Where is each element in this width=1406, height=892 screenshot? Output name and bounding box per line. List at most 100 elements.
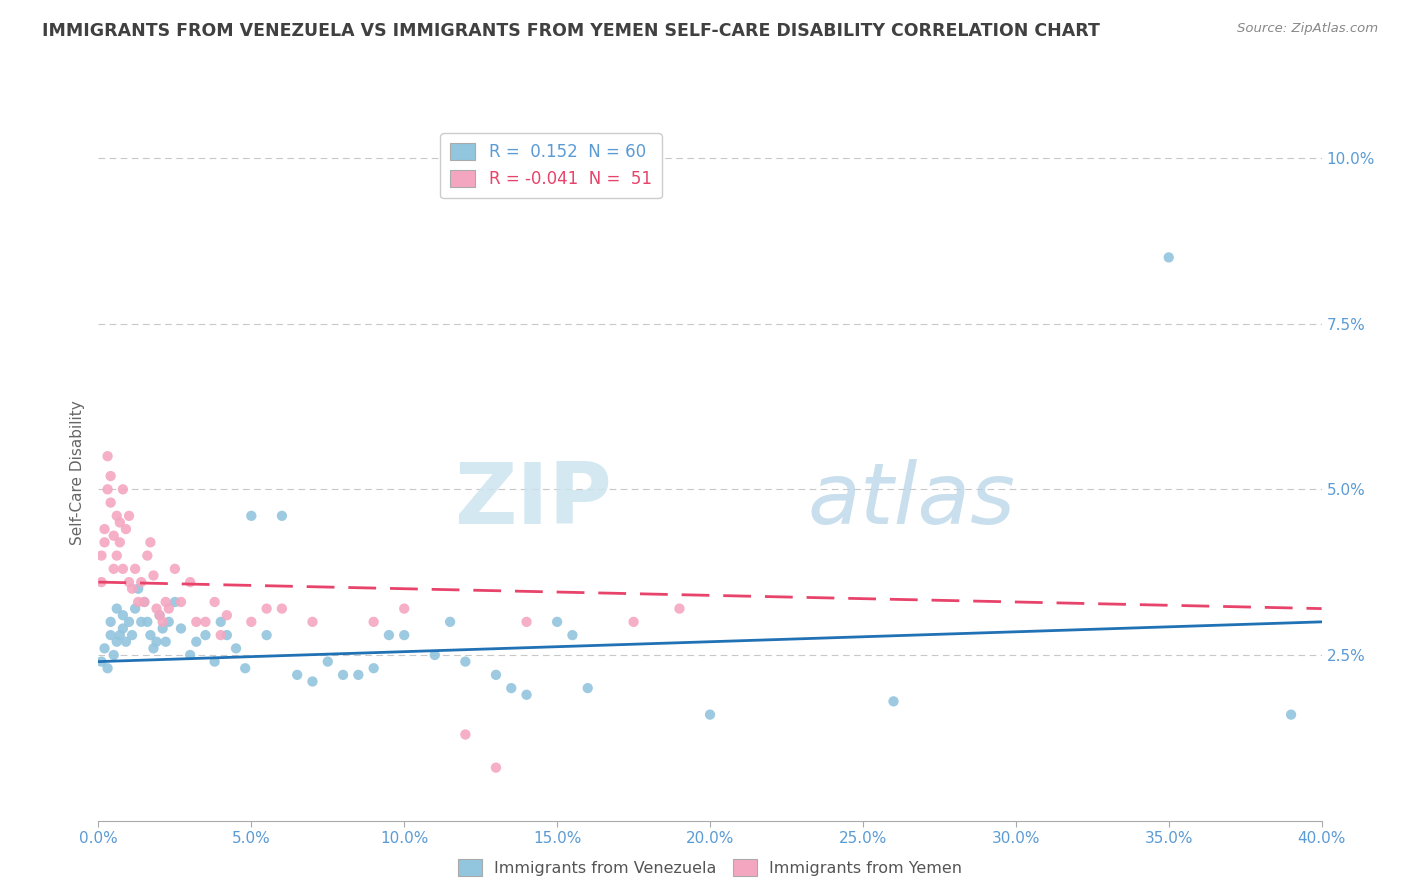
Point xyxy=(209,628,232,642)
Point xyxy=(576,681,599,695)
Point xyxy=(142,641,165,656)
Point xyxy=(115,522,138,536)
Point xyxy=(225,641,247,656)
Point xyxy=(516,615,538,629)
Point xyxy=(134,595,156,609)
Point xyxy=(240,615,263,629)
Point xyxy=(136,549,159,563)
Point xyxy=(439,615,461,629)
Point xyxy=(546,615,568,629)
Point xyxy=(270,508,292,523)
Point xyxy=(103,648,125,662)
Point xyxy=(194,628,217,642)
Point xyxy=(516,688,538,702)
Point xyxy=(145,634,167,648)
Point xyxy=(105,508,128,523)
Point xyxy=(108,628,131,642)
Point xyxy=(204,655,226,669)
Point xyxy=(423,648,446,662)
Point xyxy=(127,595,149,609)
Point xyxy=(149,608,172,623)
Point xyxy=(100,628,122,642)
Point xyxy=(93,522,115,536)
Point xyxy=(152,622,174,636)
Point xyxy=(105,601,128,615)
Text: IMMIGRANTS FROM VENEZUELA VS IMMIGRANTS FROM YEMEN SELF-CARE DISABILITY CORRELAT: IMMIGRANTS FROM VENEZUELA VS IMMIGRANTS … xyxy=(42,22,1099,40)
Point xyxy=(118,615,141,629)
Point xyxy=(170,595,193,609)
Point xyxy=(139,535,162,549)
Point xyxy=(363,615,385,629)
Point xyxy=(186,634,208,648)
Point xyxy=(108,535,131,549)
Point xyxy=(301,615,323,629)
Point xyxy=(256,601,278,615)
Point xyxy=(108,516,131,530)
Point xyxy=(111,622,134,636)
Point xyxy=(163,595,186,609)
Point xyxy=(163,562,186,576)
Point xyxy=(170,622,193,636)
Point xyxy=(240,508,263,523)
Point xyxy=(118,508,141,523)
Point xyxy=(194,615,217,629)
Point xyxy=(111,608,134,623)
Point xyxy=(301,674,323,689)
Text: atlas: atlas xyxy=(808,459,1017,542)
Point xyxy=(134,595,156,609)
Point xyxy=(883,694,905,708)
Point xyxy=(103,529,125,543)
Point xyxy=(93,641,115,656)
Point xyxy=(121,582,143,596)
Point xyxy=(623,615,645,629)
Point xyxy=(363,661,385,675)
Point xyxy=(90,575,112,590)
Point xyxy=(485,761,508,775)
Point xyxy=(100,469,122,483)
Point xyxy=(90,549,112,563)
Point xyxy=(97,483,120,497)
Text: ZIP: ZIP xyxy=(454,459,612,542)
Point xyxy=(215,628,238,642)
Point xyxy=(97,661,120,675)
Point xyxy=(233,661,256,675)
Point xyxy=(332,668,354,682)
Point xyxy=(561,628,583,642)
Point xyxy=(97,449,120,463)
Point xyxy=(179,648,201,662)
Point xyxy=(118,575,141,590)
Point xyxy=(103,562,125,576)
Point xyxy=(155,634,177,648)
Point xyxy=(179,575,201,590)
Point xyxy=(145,601,167,615)
Point xyxy=(209,615,232,629)
Point xyxy=(378,628,401,642)
Point xyxy=(454,655,477,669)
Point xyxy=(485,668,508,682)
Point xyxy=(142,568,165,582)
Point xyxy=(93,535,115,549)
Text: Source: ZipAtlas.com: Source: ZipAtlas.com xyxy=(1237,22,1378,36)
Point xyxy=(454,727,477,741)
Point xyxy=(124,562,146,576)
Point xyxy=(256,628,278,642)
Point xyxy=(186,615,208,629)
Point xyxy=(124,601,146,615)
Y-axis label: Self-Care Disability: Self-Care Disability xyxy=(70,401,86,545)
Point xyxy=(90,655,112,669)
Point xyxy=(157,615,180,629)
Point xyxy=(100,615,122,629)
Point xyxy=(155,595,177,609)
Point xyxy=(157,601,180,615)
Point xyxy=(501,681,523,695)
Point xyxy=(100,495,122,509)
Point xyxy=(668,601,690,615)
Point xyxy=(105,549,128,563)
Point xyxy=(149,608,172,623)
Point xyxy=(699,707,721,722)
Point xyxy=(270,601,292,615)
Point xyxy=(316,655,339,669)
Point xyxy=(215,608,238,623)
Point xyxy=(136,615,159,629)
Point xyxy=(392,628,416,642)
